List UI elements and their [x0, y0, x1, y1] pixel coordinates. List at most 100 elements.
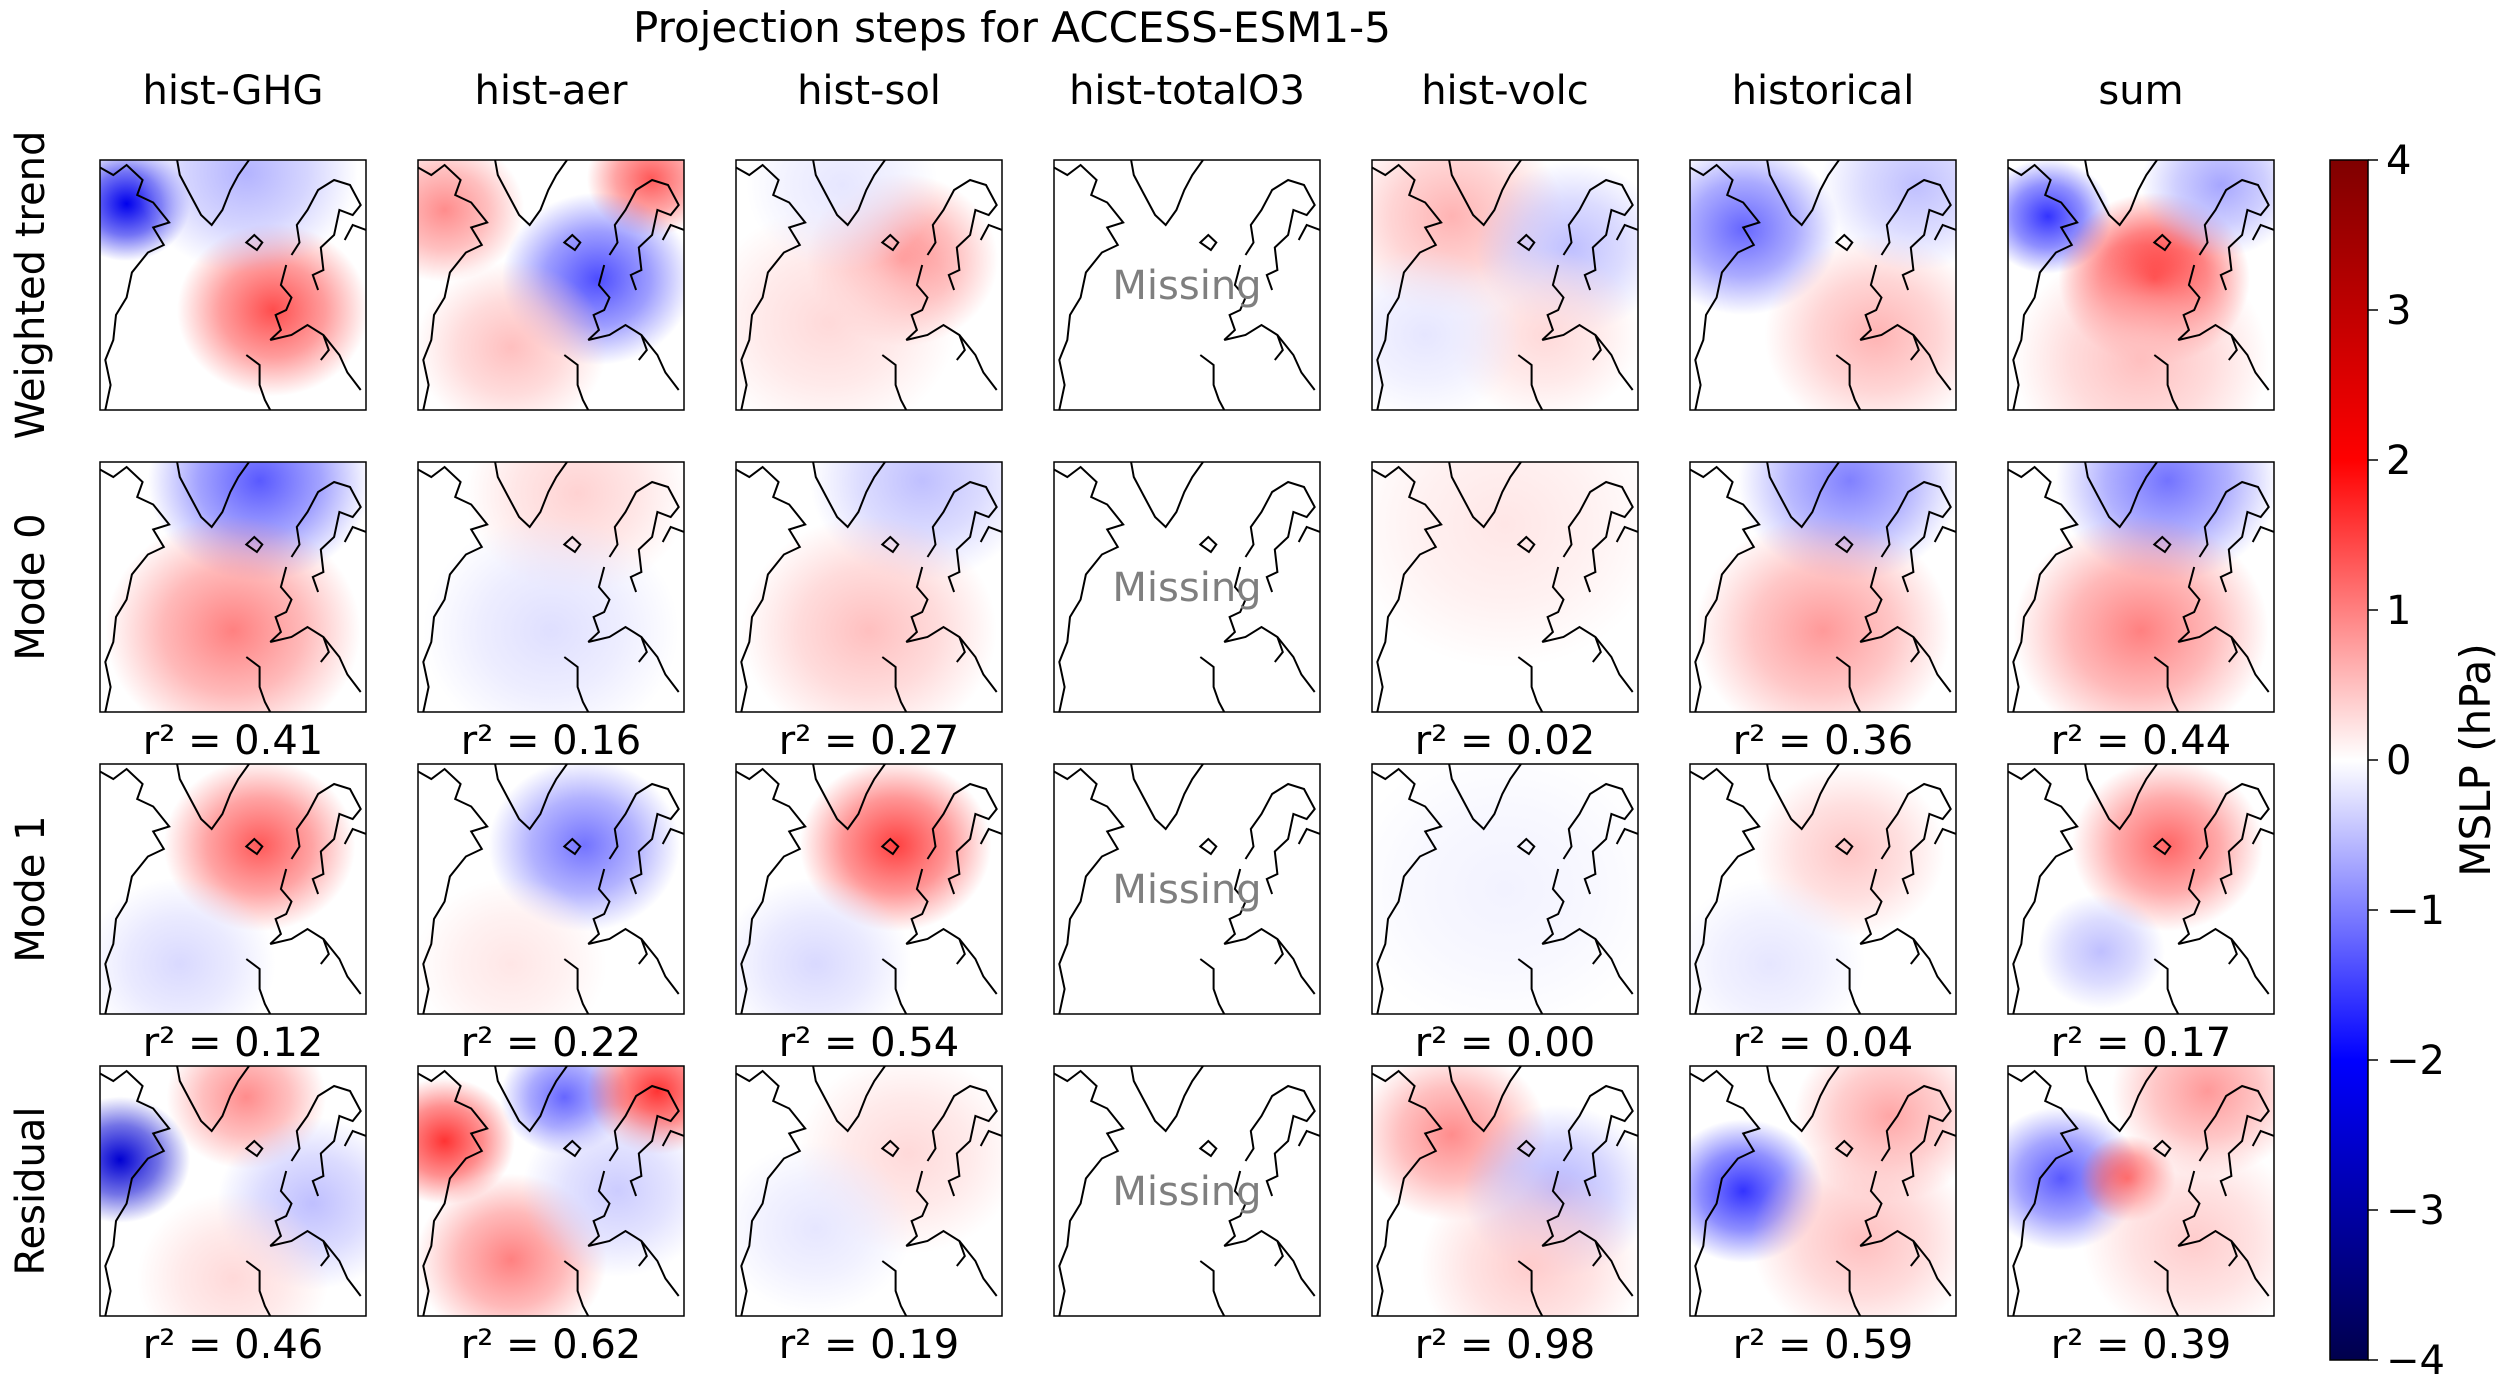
panel-frame — [417, 461, 685, 713]
panel-background — [1054, 1066, 1320, 1316]
panel-mode-1-hist-volc — [1371, 763, 1639, 1015]
panel-weighted-trend-historical — [1689, 159, 1957, 411]
panel-frame — [1689, 763, 1957, 1015]
panel-residual-hist-volc — [1371, 1065, 1639, 1317]
colorbar-tick-label: 4 — [2386, 138, 2411, 184]
r2-label-mode-0-hist-aer: r² = 0.16 — [461, 718, 642, 764]
panel-mode-1-hist-totalo3: Missing — [1053, 763, 1321, 1015]
panel-frame — [99, 763, 367, 1015]
panel-mode-0-hist-aer — [417, 461, 685, 713]
coastline — [1054, 1066, 1320, 1316]
r2-label-mode-0-hist-sol: r² = 0.27 — [779, 718, 960, 764]
panel-weighted-trend-hist-sol — [735, 159, 1003, 411]
coastline — [2008, 160, 2274, 410]
mslp-field — [736, 764, 992, 1014]
coastline — [100, 462, 366, 712]
panel-frame — [2007, 1065, 2275, 1317]
r2-label-mode-1-sum: r² = 0.17 — [2051, 1020, 2232, 1066]
mslp-field — [736, 160, 999, 410]
panel-frame — [735, 1065, 1003, 1317]
pressure-anomaly — [418, 877, 607, 1014]
coastline — [2008, 764, 2274, 1014]
r2-label-mode-1-hist-volc: r² = 0.00 — [1415, 1020, 1596, 1066]
coastline — [736, 160, 1002, 410]
panel-residual-hist-aer — [417, 1065, 685, 1317]
panel-residual-sum — [2007, 1065, 2275, 1317]
pressure-anomaly — [1372, 248, 1521, 410]
coastline — [1690, 764, 1956, 1014]
coastline — [1372, 764, 1638, 1014]
panel-frame — [2007, 461, 2275, 713]
panel-frame — [2007, 763, 2275, 1015]
panel-frame — [1371, 461, 1639, 713]
panel-mode-0-hist-ghg — [99, 461, 367, 713]
pressure-anomaly — [100, 1096, 191, 1223]
panel-weighted-trend-hist-volc — [1371, 159, 1639, 411]
pressure-anomaly — [1764, 234, 1956, 410]
r2-label-mode-1-historical: r² = 0.04 — [1733, 1020, 1914, 1066]
missing-label: Missing — [1112, 263, 1261, 309]
panel-frame — [417, 159, 685, 411]
colorbar-tick-label: −3 — [2386, 1188, 2445, 1234]
pressure-anomaly — [1372, 462, 1638, 669]
panel-frame — [1689, 1065, 1957, 1317]
panel-frame — [99, 461, 367, 713]
coastline — [418, 764, 684, 1014]
pressure-anomaly — [423, 515, 679, 712]
panel-residual-historical — [1689, 1065, 1957, 1317]
coastline — [1054, 764, 1320, 1014]
pressure-anomaly — [134, 160, 358, 274]
pressure-anomaly — [2037, 894, 2165, 1009]
mslp-field — [423, 462, 684, 712]
panel-mode-1-historical — [1689, 763, 1957, 1015]
pressure-anomaly — [1695, 515, 1951, 712]
r2-label-residual-historical: r² = 0.59 — [1733, 1322, 1914, 1368]
pressure-anomaly — [736, 1142, 912, 1315]
panel-residual-hist-sol — [735, 1065, 1003, 1317]
panel-frame — [99, 159, 367, 411]
panel-frame — [1053, 159, 1321, 411]
panel-frame — [735, 159, 1003, 411]
r2-label-residual-hist-volc: r² = 0.98 — [1415, 1322, 1596, 1368]
r2-label-residual-hist-sol: r² = 0.19 — [779, 1322, 960, 1368]
missing-label: Missing — [1112, 565, 1261, 611]
column-header-hist-totalo3: hist-totalO3 — [1069, 68, 1305, 114]
colorbar-tick-label: 2 — [2386, 438, 2411, 484]
panel-background — [1054, 764, 1320, 1014]
r2-label-mode-0-historical: r² = 0.36 — [1733, 718, 1914, 764]
coastline — [418, 1066, 684, 1316]
colorbar-tick-label: 1 — [2386, 588, 2411, 634]
mslp-field — [100, 764, 356, 1014]
panel-mode-1-sum — [2007, 763, 2275, 1015]
mslp-field — [1690, 160, 1956, 410]
pressure-anomaly — [741, 515, 997, 712]
figure-title: Projection steps for ACCESS-ESM1-5 — [633, 3, 1391, 52]
coastline — [736, 764, 1002, 1014]
column-header-historical: historical — [1732, 68, 1915, 114]
r2-label-residual-hist-aer: r² = 0.62 — [461, 1322, 642, 1368]
mslp-field — [2008, 1066, 2274, 1316]
r2-label-mode-0-hist-ghg: r² = 0.41 — [143, 718, 324, 764]
r2-label-mode-1-hist-sol: r² = 0.54 — [779, 1020, 960, 1066]
coastline — [1372, 462, 1638, 712]
pressure-anomaly — [1751, 1140, 1956, 1316]
pressure-anomaly — [2071, 764, 2264, 932]
coastline — [736, 462, 1002, 712]
coastline — [1372, 1066, 1638, 1316]
colorbar-tick-label: 0 — [2386, 738, 2411, 784]
panel-frame — [1371, 159, 1639, 411]
pressure-anomaly — [1820, 160, 1956, 272]
mslp-field — [2008, 160, 2274, 410]
pressure-anomaly — [736, 207, 957, 410]
pressure-anomaly — [105, 515, 361, 712]
row-label-mode-0: Mode 0 — [8, 513, 54, 660]
pressure-anomaly — [2141, 160, 2274, 257]
panel-frame — [417, 1065, 685, 1317]
panel-frame — [735, 763, 1003, 1015]
pressure-anomaly — [2013, 515, 2269, 712]
panel-weighted-trend-hist-aer — [417, 159, 685, 411]
panel-mode-1-hist-aer — [417, 763, 685, 1015]
coastline — [1372, 160, 1638, 410]
panel-residual-hist-totalo3: Missing — [1053, 1065, 1321, 1317]
